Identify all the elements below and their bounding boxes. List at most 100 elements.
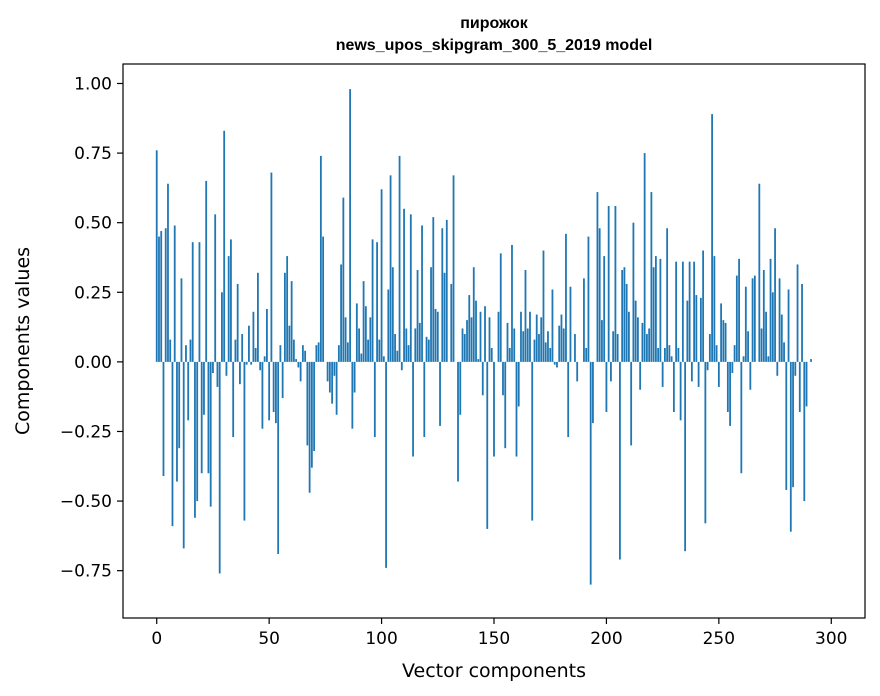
bar: [257, 272, 259, 362]
bar: [178, 361, 181, 449]
bar: [378, 339, 381, 362]
bar: [198, 242, 201, 362]
bar: [520, 311, 522, 362]
bar: [445, 219, 448, 362]
bar: [164, 228, 167, 362]
bar: [243, 361, 246, 521]
bar: [232, 361, 235, 438]
bar: [481, 361, 484, 396]
bar: [333, 361, 336, 376]
bar: [684, 361, 687, 552]
bar: [430, 267, 432, 362]
bar: [279, 345, 282, 362]
bar: [760, 328, 763, 362]
bar: [290, 281, 293, 362]
bar: [423, 361, 426, 438]
bar: [771, 292, 774, 362]
bar: [798, 361, 801, 412]
bar: [601, 320, 603, 362]
bar: [369, 317, 372, 362]
bar: [592, 361, 594, 424]
bar: [547, 331, 549, 362]
bar: [693, 261, 696, 362]
bar: [326, 361, 329, 382]
bar: [533, 339, 536, 362]
bar: [225, 361, 228, 376]
y-tick-label: 1.00: [74, 74, 112, 94]
bar: [218, 361, 221, 574]
bar: [663, 347, 666, 362]
bar: [796, 264, 799, 362]
bar: [508, 347, 511, 362]
bar: [346, 342, 349, 362]
bar: [634, 300, 637, 362]
bar: [470, 317, 473, 362]
bar: [187, 361, 190, 421]
bar: [666, 228, 669, 362]
bar: [248, 325, 250, 362]
bar: [441, 228, 444, 362]
bar: [625, 283, 628, 362]
bar: [646, 334, 648, 362]
x-tick-label: 0: [151, 629, 162, 649]
bar: [322, 236, 325, 362]
bar: [751, 278, 754, 362]
bar: [661, 361, 664, 387]
bar: [196, 361, 199, 502]
bar: [466, 320, 468, 362]
bar: [749, 361, 752, 390]
bar: [513, 328, 516, 362]
bar: [679, 361, 682, 421]
bar: [304, 350, 307, 362]
bar: [717, 361, 720, 387]
bar: [675, 261, 678, 362]
bar: [630, 361, 633, 446]
bar: [526, 328, 529, 362]
y-tick-label: −0.75: [60, 562, 112, 582]
y-ticks: −0.75 −0.50 −0.25 0.00 0.25 0.50 0.75 1.00: [60, 74, 123, 582]
bar: [385, 361, 387, 568]
bar: [236, 283, 239, 362]
y-tick-label: 0.75: [74, 144, 112, 164]
bar: [711, 114, 713, 362]
bar: [605, 361, 608, 412]
bar: [176, 361, 178, 482]
bar: [268, 361, 271, 421]
bar: [155, 150, 158, 362]
bar: [355, 303, 358, 362]
bar: [706, 361, 709, 371]
bar: [787, 289, 790, 362]
bar: [686, 300, 689, 362]
bar: [574, 334, 576, 362]
bar: [443, 272, 446, 362]
bar: [297, 361, 300, 368]
bar: [652, 267, 655, 362]
bar: [511, 244, 513, 362]
bar: [407, 345, 410, 362]
bar: [230, 239, 232, 362]
bar: [245, 361, 248, 365]
bar: [380, 189, 383, 362]
bar: [515, 361, 518, 457]
bar: [517, 361, 520, 407]
bar: [576, 361, 579, 382]
bar: [292, 339, 295, 362]
bar: [488, 317, 491, 362]
bar: [493, 361, 495, 457]
bar: [317, 342, 320, 362]
x-tick-label: 150: [478, 629, 510, 649]
y-axis-label: Components values: [12, 247, 34, 435]
bar: [214, 214, 217, 362]
bar: [621, 270, 624, 362]
bar: [565, 233, 567, 362]
bar: [261, 361, 264, 429]
bar: [648, 328, 651, 362]
bar: [342, 197, 345, 362]
bar: [681, 261, 684, 362]
bar: [416, 270, 419, 362]
bar: [619, 361, 621, 560]
bar: [340, 264, 342, 362]
bar: [216, 361, 219, 387]
bar: [589, 361, 592, 585]
bar: [585, 347, 588, 362]
